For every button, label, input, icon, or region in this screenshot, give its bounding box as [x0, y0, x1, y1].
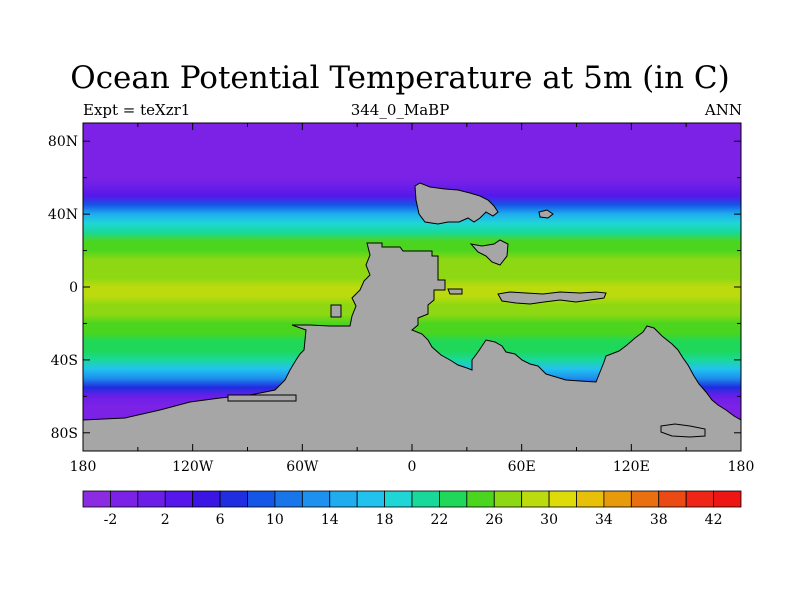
colorbar-box [548, 490, 577, 508]
land-masses [83, 182, 741, 451]
y-tick-label: 0 [69, 280, 78, 296]
colorbar-box [274, 490, 303, 508]
x-tick-label: 180 [728, 459, 755, 475]
colorbar-box [630, 490, 660, 508]
colorbar-label: 38 [650, 512, 668, 528]
colorbar-box [466, 490, 495, 508]
colorbar-box [192, 490, 221, 508]
colorbar-label: 10 [266, 512, 284, 528]
colorbar-label: 26 [485, 512, 503, 528]
land-mass [447, 288, 463, 295]
colorbar-box [219, 490, 248, 508]
x-tick-label: 60E [508, 459, 536, 475]
x-tick-label: 180 [70, 459, 97, 475]
land-mass [660, 423, 706, 438]
colorbar-box [603, 490, 632, 508]
chart-title: Ocean Potential Temperature at 5m (in C) [70, 60, 730, 96]
colorbar-box [521, 490, 550, 508]
land-mass [330, 304, 342, 318]
colorbar-box [82, 490, 111, 508]
colorbar-box [411, 490, 440, 508]
colorbar-box [576, 490, 605, 508]
land-mass [497, 291, 607, 305]
colorbar-box [329, 490, 358, 508]
colorbar-label: 30 [540, 512, 558, 528]
land-mass [414, 182, 499, 225]
colorbar-label: 42 [705, 512, 723, 528]
colorbar-box [493, 490, 523, 508]
colorbar-label: 34 [595, 512, 613, 528]
experiment-label: Expt = teXzr1 [83, 101, 191, 119]
plot-area [83, 123, 741, 451]
x-tick-label: 60W [286, 459, 319, 475]
colorbar-box [301, 490, 331, 508]
colorbar-box [658, 490, 687, 508]
colorbar-label: 22 [431, 512, 449, 528]
y-tick-label: 40N [48, 207, 78, 223]
colorbar-label: -2 [104, 512, 118, 528]
y-tick-label: 80S [51, 426, 78, 442]
season-label: ANN [704, 101, 742, 119]
colorbar: -2 2 6 10 14 18 22 26 30 34 38 42 [82, 490, 742, 528]
colorbar-box [439, 490, 468, 508]
colorbar-box [713, 490, 742, 508]
y-tick-label: 40S [51, 353, 78, 369]
x-tick-label: 120W [172, 459, 214, 475]
colorbar-box [247, 490, 276, 508]
colorbar-box [137, 490, 166, 508]
x-tick-label: 0 [408, 459, 417, 475]
colorbar-label: 6 [216, 512, 225, 528]
land-mass [538, 209, 554, 219]
time-label: 344_0_MaBP [350, 101, 450, 119]
y-tick-label: 80N [48, 134, 78, 150]
axes: 180 120W 60W 0 60E 120E 180 80N 40N 0 40S 80S [48, 123, 754, 475]
colorbar-label: 14 [321, 512, 339, 528]
colorbar-label: 2 [161, 512, 170, 528]
colorbar-box [110, 490, 139, 508]
land-mass [227, 394, 297, 402]
colorbar-box [356, 490, 385, 508]
x-tick-label: 120E [613, 459, 650, 475]
colorbar-box [384, 490, 413, 508]
colorbar-box [164, 490, 194, 508]
colorbar-label: 18 [376, 512, 394, 528]
land-mass [469, 239, 509, 266]
colorbar-box [685, 490, 714, 508]
